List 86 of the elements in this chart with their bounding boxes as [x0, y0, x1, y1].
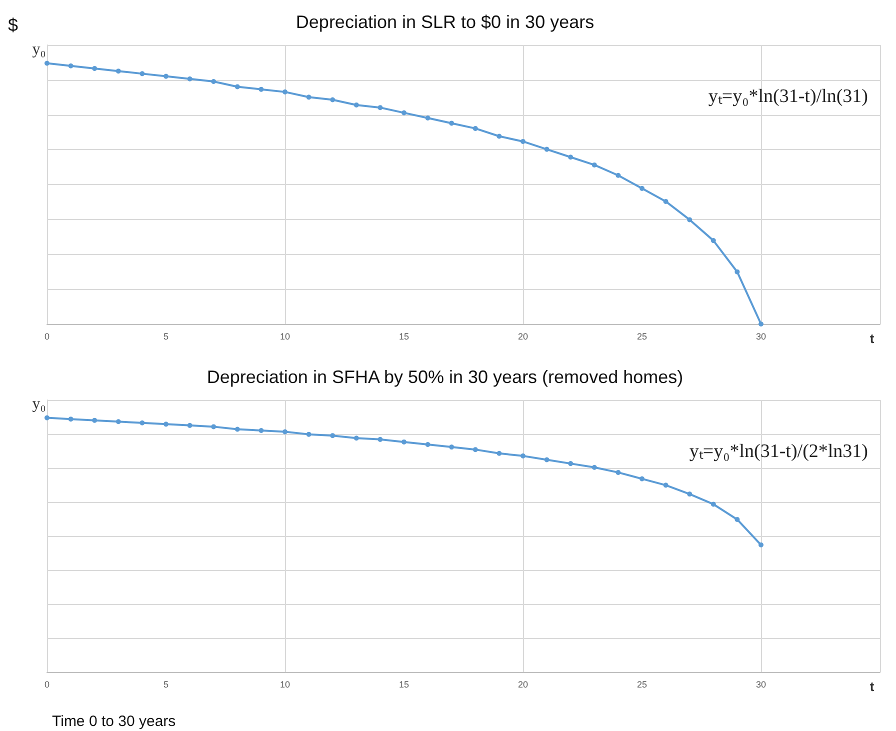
point — [544, 146, 550, 152]
point — [544, 457, 550, 462]
point — [234, 426, 240, 432]
x-axis-title: t — [870, 679, 875, 694]
x-tick-label: 5 — [163, 680, 169, 690]
point — [449, 444, 454, 450]
chart-title: Depreciation in SFHA by 50% in 30 years (removed homes) — [206, 367, 684, 387]
point — [92, 66, 98, 71]
point — [354, 102, 359, 108]
x-tick-label: 0 — [44, 680, 50, 690]
point — [211, 424, 216, 430]
point — [44, 415, 50, 420]
point — [234, 84, 240, 90]
point — [496, 450, 502, 456]
point — [734, 269, 740, 274]
point — [44, 60, 50, 66]
chart-title: Depreciation in SLR to $0 in 30 years — [296, 12, 594, 32]
point — [116, 68, 121, 74]
point — [592, 162, 597, 168]
point — [282, 89, 288, 94]
annotation: y₀ — [32, 40, 46, 58]
point — [472, 447, 478, 452]
x-tick-label: 10 — [280, 332, 290, 342]
point — [378, 105, 383, 110]
x-tick-label: 25 — [636, 332, 648, 342]
point — [306, 432, 312, 437]
point — [616, 470, 621, 475]
x-tick-label: 5 — [163, 332, 169, 342]
point — [187, 422, 192, 428]
point — [472, 126, 478, 131]
x-tick-label: 30 — [756, 680, 766, 690]
point — [449, 120, 454, 126]
annotation: y₀ — [32, 395, 46, 412]
text: Time 0 to 30 years — [52, 713, 176, 730]
point — [520, 138, 526, 144]
point — [402, 110, 406, 116]
point — [164, 74, 168, 79]
point — [663, 198, 668, 204]
point — [687, 492, 692, 497]
point — [616, 172, 621, 178]
point — [258, 86, 264, 92]
point — [758, 542, 764, 548]
point — [568, 154, 574, 160]
point — [354, 436, 359, 441]
annotation: yₜ=y₀*ln(31-t)/(2*ln31) — [689, 441, 868, 462]
x-tick-label: 15 — [398, 332, 410, 342]
point — [140, 71, 145, 76]
point — [140, 420, 145, 426]
point — [734, 516, 740, 522]
point — [282, 429, 288, 434]
point — [592, 464, 597, 470]
point — [330, 433, 336, 438]
x-tick-label: 15 — [398, 680, 410, 690]
point — [187, 76, 192, 82]
point — [258, 428, 264, 434]
point — [520, 453, 526, 458]
point — [663, 482, 668, 488]
point — [640, 186, 644, 191]
x-tick-label: 25 — [636, 680, 648, 690]
point — [402, 439, 406, 444]
point — [710, 502, 716, 507]
point — [710, 238, 716, 244]
point — [425, 116, 430, 121]
x-tick-label: 0 — [44, 332, 50, 342]
x-tick-label: 20 — [518, 680, 528, 690]
point — [758, 322, 764, 326]
point — [306, 94, 312, 100]
point — [68, 63, 74, 68]
y-axis-title: $ — [8, 15, 18, 35]
x-tick-label: 10 — [280, 680, 290, 690]
point — [425, 442, 430, 447]
point — [68, 416, 74, 422]
point — [164, 422, 168, 427]
x-axis-title: t — [870, 331, 875, 346]
point — [568, 461, 574, 466]
x-tick-label: 30 — [756, 332, 766, 342]
point — [687, 217, 692, 222]
point — [640, 476, 644, 482]
point — [378, 436, 383, 442]
point — [92, 418, 98, 423]
point — [330, 97, 336, 102]
point — [211, 79, 216, 84]
point — [496, 134, 502, 139]
annotation: yₜ=y₀*ln(31-t)/ln(31) — [708, 86, 868, 107]
point — [116, 419, 121, 424]
x-tick-label: 20 — [518, 332, 528, 342]
